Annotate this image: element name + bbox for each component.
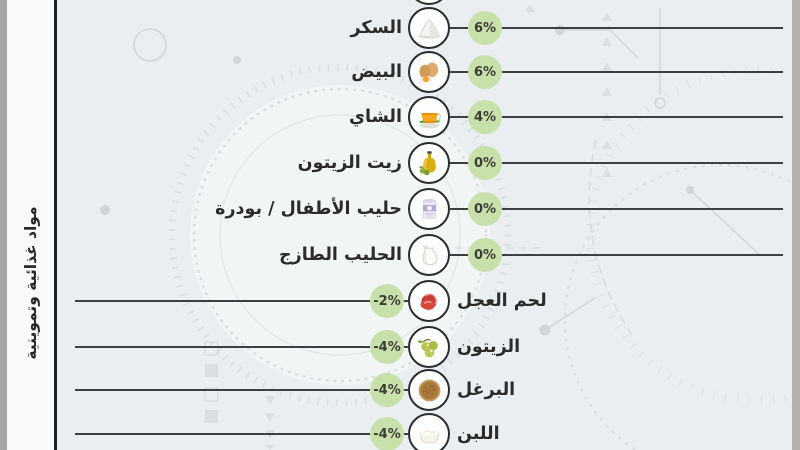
- food-icon-circle: [408, 234, 450, 276]
- food-name-label: لحم العجل: [457, 291, 547, 311]
- food-icon-circle: [408, 51, 450, 93]
- food-name-label: السكر: [350, 18, 402, 38]
- food-icon-circle: [408, 188, 450, 230]
- badge-icon-connector: [450, 162, 468, 164]
- percent-badge: 0%: [468, 192, 502, 226]
- food-icon-circle: [408, 326, 450, 368]
- connector-line: [502, 116, 783, 118]
- tea-icon: [415, 103, 444, 132]
- badge-icon-connector: [450, 254, 468, 256]
- connector-line: [75, 389, 370, 391]
- food-name-label: الشاي: [349, 107, 402, 127]
- food-item-row: -4% البرغل: [0, 367, 800, 413]
- food-icon-circle: [408, 369, 450, 411]
- badge-icon-connector: [450, 116, 468, 118]
- food-item-row: 0% الحليب الطازج: [0, 232, 800, 278]
- badge-icon-connector: [402, 433, 408, 435]
- badge-icon-connector: [450, 208, 468, 210]
- food-name-label: زيت الزيتون: [297, 153, 402, 173]
- food-item-row: -2% لحم العجل: [0, 278, 800, 324]
- food-item-row: 4% الشاي: [0, 94, 800, 140]
- badge-icon-connector: [402, 346, 408, 348]
- percent-badge: 6%: [468, 11, 502, 45]
- food-icon-circle: [408, 7, 450, 49]
- food-icon-circle: [408, 413, 450, 450]
- percent-badge: -2%: [370, 284, 404, 318]
- percent-value: -2%: [373, 293, 401, 309]
- yogurt-icon: [415, 420, 444, 449]
- percent-value: -4%: [373, 382, 401, 398]
- left-border-strip: [0, 0, 7, 450]
- percent-badge: 6%: [468, 55, 502, 89]
- connector-line: [502, 254, 783, 256]
- olives-icon: [415, 333, 444, 362]
- category-sidebar: [7, 0, 54, 450]
- percent-value: 0%: [473, 247, 497, 263]
- connector-line: [502, 27, 783, 29]
- food-item-row: 6% السكر: [0, 5, 800, 51]
- food-name-label: الحليب الطازج: [279, 245, 402, 265]
- food-name-label: اللبن: [457, 424, 500, 444]
- percent-value: 6%: [473, 20, 497, 36]
- food-icon-circle: [408, 96, 450, 138]
- connector-line: [75, 300, 370, 302]
- food-item-row: -4% الزيتون: [0, 324, 800, 370]
- percent-value: -4%: [373, 426, 401, 442]
- badge-icon-connector: [450, 27, 468, 29]
- percent-badge: 4%: [468, 100, 502, 134]
- fresh-milk-icon: [415, 241, 444, 270]
- percent-badge: -4%: [370, 417, 404, 450]
- percent-badge: 0%: [468, 238, 502, 272]
- connector-line: [75, 346, 370, 348]
- sidebar-divider-line: [54, 0, 57, 450]
- percent-value: -4%: [373, 339, 401, 355]
- food-name-label: البيض: [351, 62, 402, 82]
- connector-line: [502, 71, 783, 73]
- percent-badge: -4%: [370, 373, 404, 407]
- food-name-label: حليب الأطفال / بودرة: [215, 199, 402, 219]
- olive-oil-icon: [415, 149, 444, 178]
- badge-icon-connector: [450, 71, 468, 73]
- food-item-row: 6% البيض: [0, 49, 800, 95]
- food-item-row: -4% اللبن: [0, 411, 800, 450]
- percent-value: 4%: [473, 109, 497, 125]
- food-icon-circle: [408, 280, 450, 322]
- percent-value: 0%: [473, 201, 497, 217]
- bulgur-icon: [415, 376, 444, 405]
- food-item-row: 0% حليب الأطفال / بودرة: [0, 186, 800, 232]
- food-name-label: الزيتون: [457, 337, 521, 357]
- percent-badge: -4%: [370, 330, 404, 364]
- baby-milk-powder-icon: [415, 195, 444, 224]
- eggs-icon: [415, 58, 444, 87]
- veal-meat-icon: [415, 287, 444, 316]
- food-name-label: البرغل: [457, 380, 516, 400]
- badge-icon-connector: [402, 389, 408, 391]
- percent-value: 0%: [473, 155, 497, 171]
- percent-value: 6%: [473, 64, 497, 80]
- right-border-strip: [792, 0, 800, 450]
- food-icon-circle: [408, 142, 450, 184]
- food-item-row: 0% زيت الزيتون: [0, 140, 800, 186]
- connector-line: [75, 433, 370, 435]
- category-title: مواد غذائية وتموينية: [22, 206, 40, 360]
- connector-line: [502, 208, 783, 210]
- sugar-icon: [415, 14, 444, 43]
- connector-line: [502, 162, 783, 164]
- percent-badge: 0%: [468, 146, 502, 180]
- badge-icon-connector: [402, 300, 408, 302]
